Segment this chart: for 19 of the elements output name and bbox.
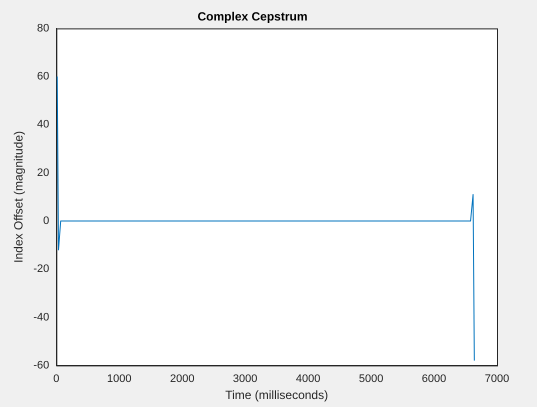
y-tick-label: -40 <box>33 311 50 324</box>
y-tick-label: -60 <box>33 359 50 372</box>
y-tick-label: 0 <box>43 215 50 228</box>
chart-title: Complex Cepstrum <box>197 10 308 24</box>
x-tick-label: 3000 <box>232 373 258 386</box>
x-tick-label: 6000 <box>422 373 446 386</box>
x-tick-label: 5000 <box>358 373 384 386</box>
x-tick-label: 7000 <box>484 373 510 386</box>
y-tick-label: 60 <box>37 70 50 83</box>
y-axis-title: Index Offset (magnitude) <box>12 130 26 263</box>
y-tick-label: 80 <box>37 22 50 34</box>
x-tick-label: 4000 <box>296 373 320 386</box>
x-tick-label: 2000 <box>170 373 194 386</box>
x-tick-label: 0 <box>53 373 60 386</box>
x-tick-label: 1000 <box>107 373 132 386</box>
x-axis-title: Time (milliseconds) <box>225 388 328 402</box>
y-tick-label: 40 <box>37 118 50 131</box>
y-tick-label: 20 <box>37 166 50 179</box>
y-tick-label: -20 <box>33 263 50 276</box>
